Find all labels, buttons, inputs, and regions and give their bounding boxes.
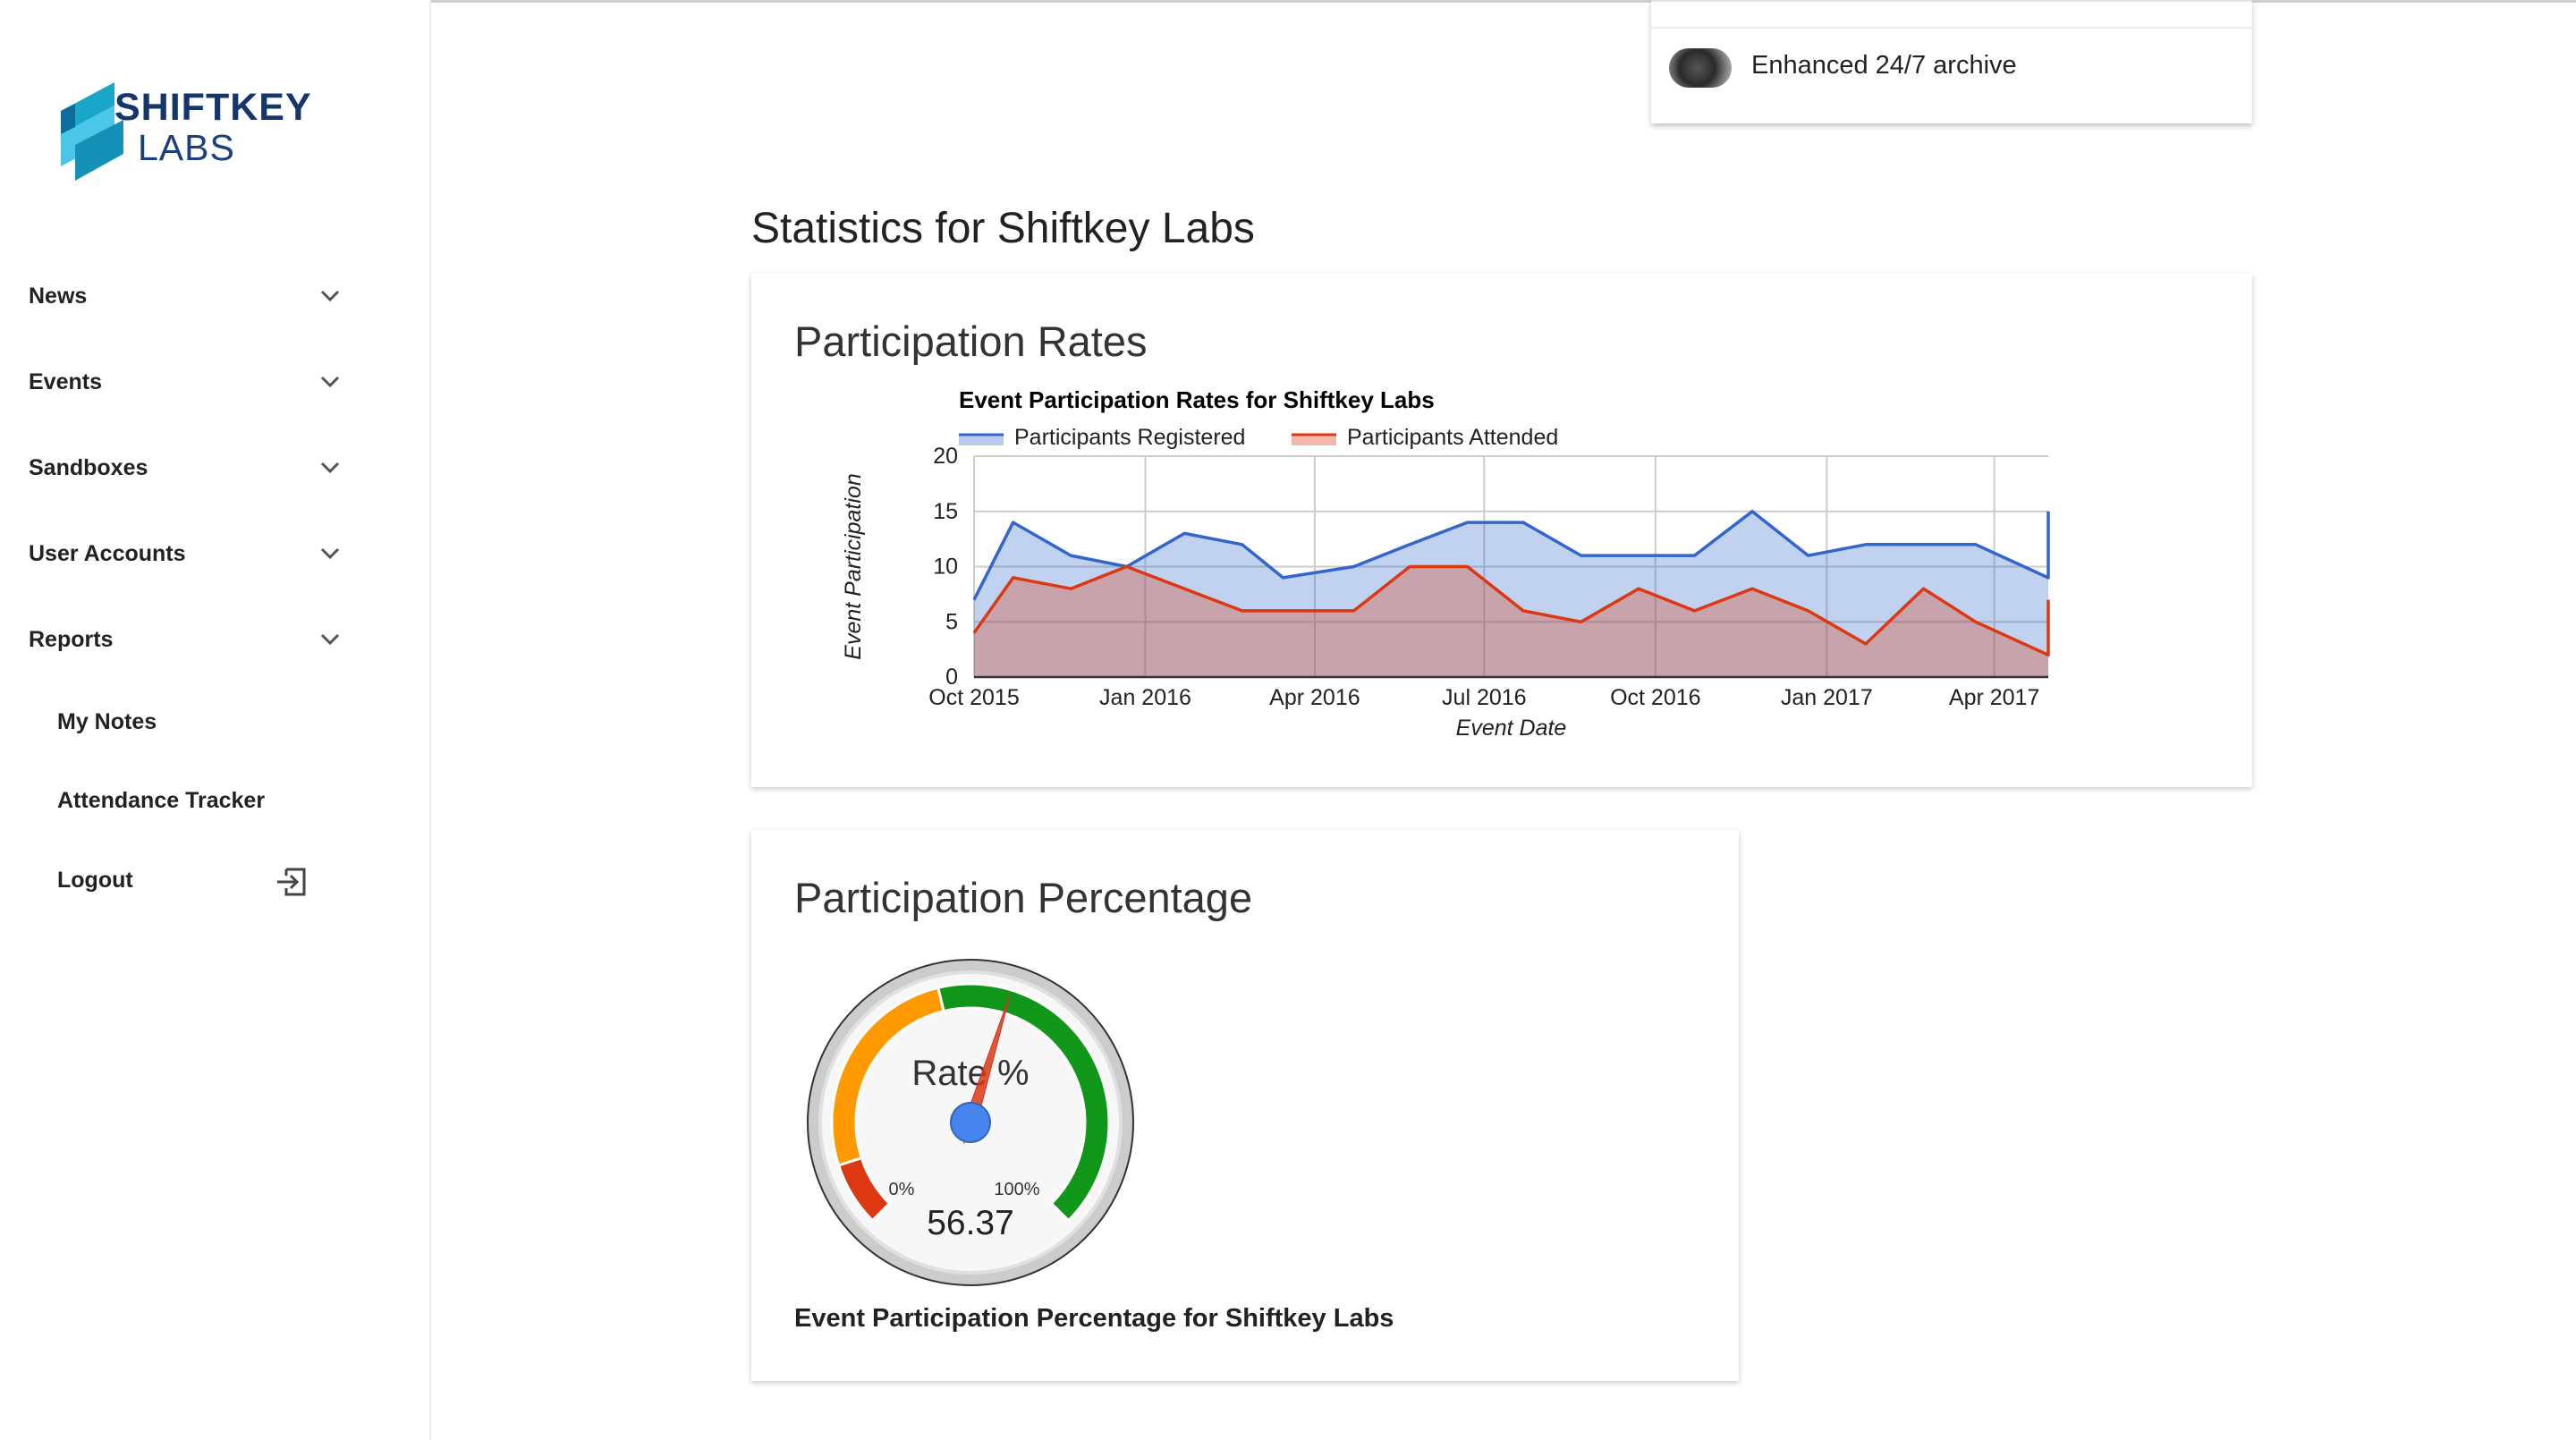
y-tick-label: 15 — [933, 499, 958, 524]
x-axis-title: Event Date — [1456, 716, 1567, 741]
sidebar-item-my-notes[interactable]: My Notes — [57, 697, 352, 747]
y-tick-label: 20 — [933, 444, 958, 469]
chevron-down-icon — [320, 290, 340, 302]
sidebar-item-label: News — [29, 283, 88, 309]
gauge-max-label: 100% — [994, 1180, 1039, 1199]
series-area-0 — [974, 511, 2048, 677]
chevron-down-icon — [320, 633, 340, 646]
page-title: Statistics for Shiftkey Labs — [751, 205, 1255, 252]
x-tick-label: Jan 2017 — [1781, 685, 1873, 710]
sidebar-item-news[interactable]: News — [29, 269, 342, 323]
sidebar-item-sandboxes[interactable]: Sandboxes — [29, 441, 342, 495]
logout-icon[interactable] — [274, 864, 309, 900]
sidebar-item-events[interactable]: Events — [29, 355, 342, 409]
participation-percentage-card: Participation Percentage Rate % 0% 100% 56.… — [751, 830, 1739, 1381]
sidebar-item-reports[interactable]: Reports — [29, 613, 342, 666]
brand-name-line1: SHIFTKEY — [114, 86, 312, 129]
notification-thumbnail[interactable] — [1669, 48, 1732, 88]
gauge-value-label: 56.37 — [927, 1204, 1014, 1242]
gauge-min-label: 0% — [889, 1180, 915, 1199]
series-line-1 — [972, 564, 2050, 657]
participation-rates-chart: Event Participation Rates for Shiftkey L… — [841, 386, 2050, 741]
sidebar-item-user-accounts[interactable]: User Accounts — [29, 527, 342, 580]
sidebar-item-label: Sandboxes — [29, 454, 148, 480]
sidebar-item-label: User Accounts — [29, 540, 186, 566]
notification-item-text[interactable]: Enhanced 24/7 archive — [1751, 51, 2017, 80]
x-tick-label: Jan 2016 — [1099, 685, 1191, 710]
chart-title: Event Participation Rates for Shiftkey L… — [959, 386, 1435, 413]
sidebar-item-label: Logout — [57, 867, 133, 893]
notification-divider — [1651, 27, 2252, 29]
legend-swatch-0 — [959, 435, 1004, 445]
brand-logo[interactable]: SHIFTKEY LABS — [57, 79, 326, 186]
gauge-label: Rate % — [911, 1054, 1029, 1093]
series-line-0 — [972, 510, 2050, 601]
sidebar-item-label: Events — [29, 368, 102, 394]
chevron-down-icon — [320, 462, 340, 474]
x-tick-label: Oct 2016 — [1610, 685, 1700, 710]
sidebar-item-label: Reports — [29, 626, 114, 652]
y-axis-title: Event Participation — [841, 473, 866, 659]
gauge-band-2 — [936, 982, 1111, 1223]
participation-rates-card: Participation Rates Event Participation … — [751, 274, 2252, 787]
x-tick-label: Apr 2016 — [1269, 685, 1360, 710]
gauge-caption: Event Participation Percentage for Shift… — [794, 1304, 1394, 1333]
sidebar-item-attendance-tracker[interactable]: Attendance Tracker — [57, 775, 352, 826]
y-tick-label: 10 — [933, 555, 958, 580]
legend-label-0: Participants Registered — [1014, 425, 1245, 450]
sidebar-item-label: Attendance Tracker — [57, 787, 266, 813]
gauge-needle-hub — [950, 1102, 991, 1143]
participation-gauge: Rate % 0% 100% 56.37 — [807, 959, 1134, 1286]
sidebar-item-label: My Notes — [57, 708, 157, 734]
sidebar-item-logout[interactable]: Logout — [57, 855, 352, 905]
y-tick-label: 0 — [945, 665, 958, 690]
shiftkey-logo-mark — [61, 82, 123, 181]
y-tick-label: 5 — [945, 609, 958, 634]
x-tick-label: Jul 2016 — [1442, 685, 1527, 710]
x-tick-label: Oct 2015 — [928, 685, 1019, 710]
card-title: Participation Rates — [794, 318, 1148, 365]
brand-name-line2: LABS — [138, 127, 235, 168]
card-title: Participation Percentage — [794, 874, 1253, 921]
top-border — [0, 0, 2576, 3]
legend-label-1: Participants Attended — [1347, 425, 1558, 450]
sidebar: SHIFTKEY LABS News Events Sandboxes User… — [0, 0, 431, 1440]
series-area-1 — [974, 566, 2048, 677]
notification-dropdown: Enhanced 24/7 archive — [1651, 0, 2252, 123]
chevron-down-icon — [320, 547, 340, 560]
x-tick-label: Apr 2017 — [1949, 685, 2039, 710]
legend-swatch-1 — [1292, 435, 1336, 445]
chevron-down-icon — [320, 376, 340, 388]
